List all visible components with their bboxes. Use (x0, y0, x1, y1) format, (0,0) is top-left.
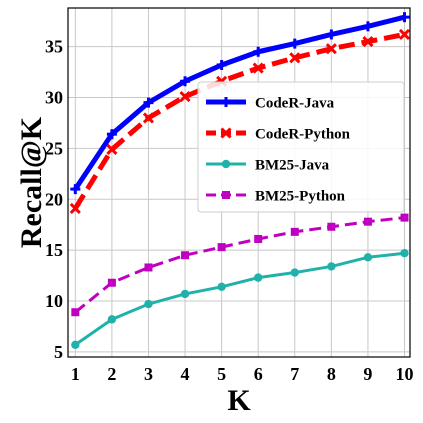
square-marker (181, 251, 190, 260)
x-marker (220, 127, 232, 139)
x-tick-label: 1 (71, 364, 80, 384)
series-line (74, 251, 405, 347)
square-marker (254, 234, 263, 243)
x-marker (179, 90, 191, 103)
circle-marker (221, 159, 231, 169)
y-tick-label: 20 (45, 189, 63, 209)
plus-marker (216, 59, 227, 70)
x-marker (252, 62, 264, 74)
x-tick-label: 4 (181, 364, 190, 384)
x-marker (69, 202, 81, 215)
y-axis-title: Recall@K (15, 116, 48, 248)
legend-label: CodeR-Python (255, 127, 351, 143)
legend-label: BM25-Java (255, 158, 330, 174)
circle-marker (290, 268, 299, 277)
plus-marker (143, 97, 154, 108)
series-bm25-java (71, 249, 409, 349)
plot-area-frame (67, 7, 411, 358)
circle-marker (217, 282, 226, 291)
square-marker (363, 217, 372, 226)
series-line (73, 32, 405, 210)
circle-marker (180, 289, 190, 299)
circle-marker (327, 262, 336, 271)
series-layer (69, 12, 411, 349)
circle-marker (107, 315, 117, 324)
plus-marker (70, 184, 81, 195)
y-tick-label: 35 (45, 37, 63, 57)
square-marker (222, 191, 230, 199)
series-line (73, 14, 406, 191)
plus-marker (362, 21, 373, 32)
circle-marker (71, 340, 80, 349)
legend-item: CodeR-Python (206, 127, 351, 143)
x-tick-label: 8 (327, 364, 336, 384)
x-tick-label: 6 (254, 364, 263, 384)
circle-marker (400, 249, 409, 258)
y-tick-label: 5 (54, 342, 63, 362)
x-tick-label: 3 (144, 364, 153, 384)
square-marker (144, 263, 153, 272)
x-tick-label: 10 (396, 364, 414, 384)
x-tick-label: 5 (217, 364, 226, 384)
series-bm25-python (71, 213, 409, 317)
x-tick-label: 9 (363, 364, 372, 384)
legend-item: CodeR-Java (206, 96, 335, 112)
legend-item: BM25-Java (206, 158, 330, 174)
x-marker (106, 143, 118, 155)
x-marker (142, 112, 155, 124)
y-tick-label: 25 (45, 138, 63, 158)
square-marker (71, 308, 80, 317)
tick-labels: 1 2 3 4 5 6 7 8 9 10 5 10 15 20 25 30 35 (45, 37, 414, 384)
series-line (74, 216, 405, 314)
plus-marker (253, 46, 264, 57)
square-marker (290, 227, 299, 236)
circle-marker (363, 253, 373, 262)
plus-marker (326, 29, 337, 40)
square-marker (400, 213, 409, 222)
plus-marker (289, 38, 300, 49)
plus-marker (106, 129, 117, 140)
legend-item: BM25-Python (206, 189, 346, 205)
legend-box (197, 81, 405, 213)
y-tick-label: 15 (45, 240, 63, 260)
series-coder-java (70, 12, 410, 195)
legend: CodeR-Java CodeR-Python BM25-Java BM25-Pyth… (197, 81, 405, 213)
plus-marker (221, 97, 231, 107)
square-marker (107, 278, 116, 287)
y-tick-label: 30 (45, 88, 63, 108)
circle-marker (144, 299, 153, 309)
y-tick-label: 10 (45, 291, 63, 311)
plus-marker (180, 76, 191, 87)
x-marker (398, 28, 411, 41)
x-tick-label: 7 (290, 364, 299, 384)
x-marker (289, 52, 301, 64)
square-marker (327, 222, 336, 231)
legend-label: CodeR-Java (255, 96, 335, 112)
circle-marker (254, 273, 263, 282)
x-marker (362, 36, 374, 48)
x-tick-label: 2 (107, 364, 116, 384)
square-marker (217, 243, 226, 252)
x-marker (325, 43, 337, 55)
legend-label: BM25-Python (255, 189, 346, 205)
series-coder-python (69, 28, 411, 215)
plus-marker (399, 12, 410, 23)
x-axis-title: K (227, 384, 251, 417)
